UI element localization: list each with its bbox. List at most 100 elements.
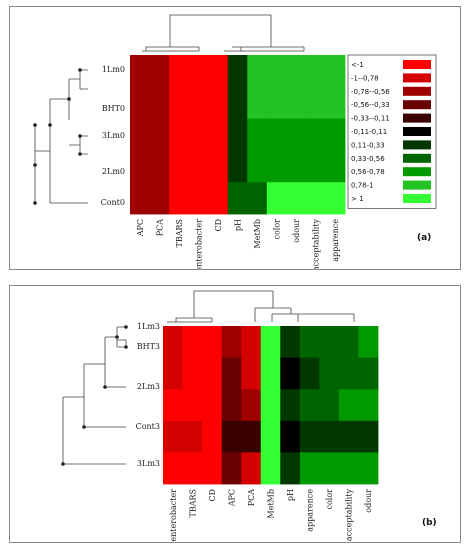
heatmap-cell — [280, 326, 301, 358]
heatmap-a-svg: 1Lm0 BHT0 3Lm0 2Lm0 Cont0 APC PCA TBARS enterob… — [33, 14, 437, 269]
row-dendrogram-nodes-b — [61, 325, 128, 466]
heatmap-cell — [260, 420, 281, 453]
heatmap-cell — [149, 182, 170, 215]
heatmap-cell — [280, 389, 301, 422]
column-label: TBARS — [188, 489, 197, 518]
heatmap-cell — [130, 86, 150, 119]
heatmap-cell — [299, 389, 320, 422]
heatmap-cell — [338, 357, 359, 390]
column-label: pH — [286, 489, 295, 501]
dendro-node — [78, 68, 82, 72]
heatmap-cell — [169, 150, 190, 183]
legend-label: -0,11-0,11 — [351, 128, 387, 136]
row-dendrogram-b — [62, 326, 127, 465]
column-label: enterobacter — [169, 489, 178, 542]
col-dendrogram-b — [167, 290, 355, 323]
heatmap-cell — [286, 150, 307, 183]
heatmap-cell — [130, 150, 150, 183]
heatmap-cell — [202, 389, 223, 422]
column-label: MetMb — [267, 489, 276, 518]
legend-label: -0,56--0,33 — [351, 101, 390, 109]
row-label: Cont3 — [136, 422, 160, 431]
heatmap-cell — [299, 420, 320, 453]
row-label: 2Lm3 — [137, 382, 160, 391]
heatmap-cell — [319, 357, 340, 390]
heatmap-cell — [266, 55, 287, 88]
heatmap-cell — [202, 452, 223, 485]
heatmap-cell — [266, 182, 287, 215]
heatmap-cell — [227, 55, 248, 88]
column-label: enterobacter — [194, 219, 203, 269]
heatmap-cell — [325, 150, 346, 183]
heatmap-cell — [241, 452, 262, 485]
heatmap-cell — [221, 326, 242, 358]
heatmap-cell — [358, 420, 379, 453]
heatmap-cell — [163, 357, 183, 390]
heatmap-cell — [280, 357, 301, 390]
column-label: CD — [214, 219, 223, 232]
heatmap-cell — [319, 420, 340, 453]
heatmap-cell — [247, 182, 268, 215]
heatmap-cell — [247, 55, 268, 88]
heatmap-cell — [188, 118, 209, 151]
legend-swatch — [403, 180, 431, 190]
heatmap-cell — [182, 357, 203, 390]
heatmap-cell — [227, 86, 248, 119]
column-label: apparence — [331, 219, 340, 262]
row-label: 3Lm3 — [137, 459, 160, 468]
heatmap-cell — [221, 452, 242, 485]
legend-swatch — [403, 100, 431, 110]
legend-label: > 1 — [351, 195, 364, 203]
color-legend: <-1 -1--0,78 -0,78--0,56 -0,56--0,33 -0,33--… — [347, 54, 437, 209]
heatmap-cell — [130, 118, 150, 151]
column-label: APC — [136, 219, 145, 237]
heatmap-cell — [280, 420, 301, 453]
heatmap-cell — [208, 55, 229, 88]
dendrograms-a — [34, 14, 305, 204]
legend-label: 0,78-1 — [351, 182, 374, 190]
column-labels-b: enterobacter TBARS CD APC PCA MetMb pH apparenc… — [169, 489, 373, 542]
legend-label: -0,33--0,11 — [351, 115, 390, 123]
row-label: Cont0 — [101, 198, 125, 207]
dendro-node — [78, 152, 82, 156]
heatmap-cell — [208, 150, 229, 183]
dendro-node — [124, 345, 128, 349]
heatmap-cell — [208, 118, 229, 151]
heatmap-cell — [227, 118, 248, 151]
heatmap-cell — [338, 420, 359, 453]
legend-swatch — [403, 73, 431, 83]
legend-swatch — [403, 86, 431, 96]
column-label: acceptability — [345, 489, 354, 542]
row-label: 3Lm0 — [102, 131, 125, 140]
heatmap-cell — [286, 182, 307, 215]
heatmap-cell — [247, 86, 268, 119]
heatmap-cell — [241, 389, 262, 422]
heatmap-cell — [305, 182, 326, 215]
heatmap-cell — [305, 55, 326, 88]
heatmap-cell — [241, 357, 262, 390]
dendro-node — [33, 123, 37, 127]
legend-swatch — [403, 153, 431, 163]
dendro-node — [67, 97, 71, 101]
legend-label: -0,78--0,56 — [351, 88, 390, 96]
heatmap-cell — [338, 389, 359, 422]
heatmap-cell — [260, 452, 281, 485]
heatmap-cell — [130, 182, 150, 215]
heatmap-cell — [299, 357, 320, 390]
heatmap-cell — [260, 326, 281, 358]
heatmap-cell — [358, 326, 379, 358]
heatmap-b-svg: 1Lm3 BHT3 2Lm3 Cont3 3Lm3 enterobacter TBARS C… — [61, 290, 437, 542]
legend-swatch — [403, 127, 431, 136]
heatmap-cell — [325, 182, 346, 215]
column-label: CD — [208, 489, 217, 502]
heatmap-cell — [149, 150, 170, 183]
heatmap-cell — [358, 452, 379, 485]
heatmap-cells-b — [163, 326, 379, 485]
row-label: 1Lm0 — [102, 65, 125, 74]
row-labels-a: 1Lm0 BHT0 3Lm0 2Lm0 Cont0 — [101, 65, 125, 207]
heatmap-cell — [182, 389, 203, 422]
dendrograms-b — [62, 290, 355, 465]
panel-label-a: (a) — [417, 233, 431, 243]
column-label: pH — [234, 219, 243, 231]
heatmap-cell — [338, 326, 359, 358]
